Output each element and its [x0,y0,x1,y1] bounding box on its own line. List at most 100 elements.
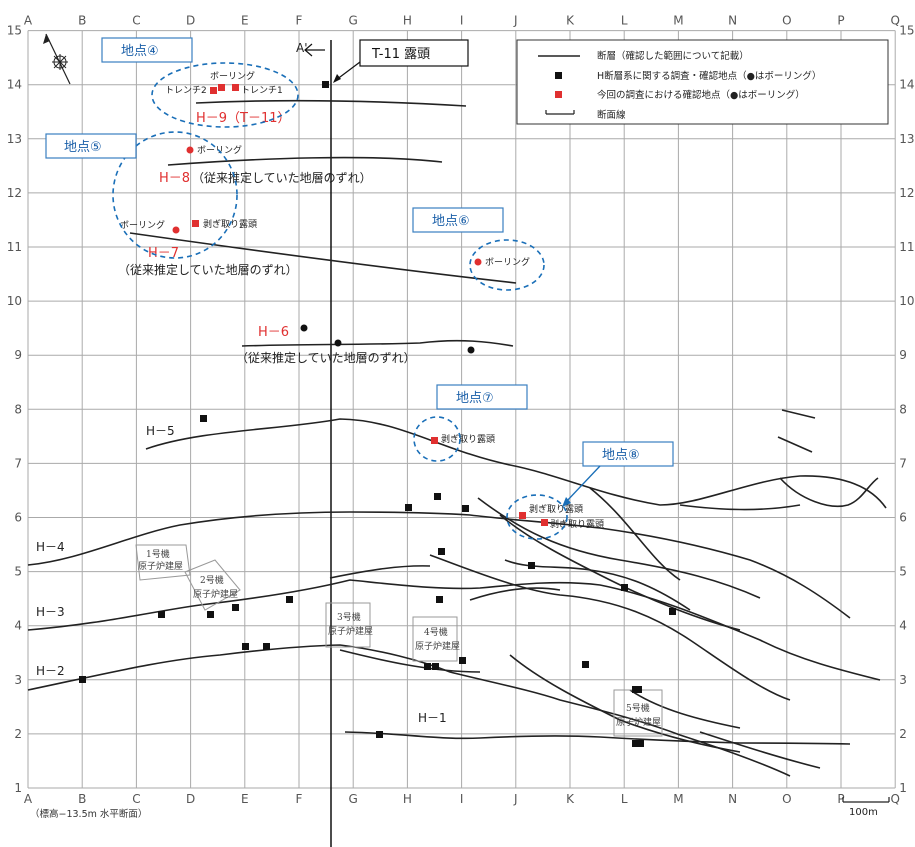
fault-h8-line [167,156,443,166]
row-label: 5 [899,565,907,579]
building-5-type: 原子炉建屋 [616,716,661,728]
column-label: E [241,14,249,28]
row-label: 15 [7,24,22,38]
north-arrow-icon [43,33,71,85]
black-point [436,596,443,603]
fault-h2-line [27,644,791,777]
column-labels-bottom: A B C D E F G H I J K L M N O P Q [24,792,900,806]
black-point [669,608,676,615]
black-point [424,663,431,670]
site-6-label: 地点⑥ [432,214,470,229]
legend-item-section-line: 断面線 [597,109,626,121]
fault-h5-label: H－5 [146,424,175,438]
scale-bar-label: 100m [849,807,878,818]
red-boring [172,226,180,234]
callout-t11-label: T-11 露頭 [371,47,430,62]
boring-label: ボーリング [485,256,530,268]
row-label: 9 [14,348,22,362]
boring-label: ボーリング [120,219,165,231]
fault-h5-line [145,418,887,509]
column-label: P [837,792,844,806]
building-2-outline [184,559,241,611]
row-label: 2 [14,727,22,741]
black-point [432,663,439,670]
black-point [286,596,293,603]
fault-h4-label: H－4 [36,540,65,554]
column-label: L [621,14,628,28]
column-label: Q [890,14,899,28]
column-label: C [132,14,140,28]
black-point [434,493,441,500]
black-point [200,415,207,422]
section-line-label: A' [296,41,308,55]
column-label: O [782,14,791,28]
red-point [210,87,217,94]
building-5-name: 5号機 [626,702,650,714]
building-4-outline [412,616,458,662]
black-point [376,731,383,738]
column-label: I [460,14,464,28]
row-label: 1 [899,781,907,795]
survey-points-red [172,84,548,526]
row-label: 3 [14,673,22,687]
row-label: 14 [7,78,22,92]
column-label: M [673,792,683,806]
red-point [541,519,548,526]
black-boring [334,339,342,347]
building-1-name: 1号機 [146,548,170,560]
black-point [242,643,249,650]
legend: 断層（確認した範囲について記載） H断層系に関する調査・確認地点（●はボーリング… [516,39,889,125]
row-label: 13 [899,132,914,146]
black-point [232,604,239,611]
column-label: K [566,14,575,28]
fault-h1-line [344,731,851,745]
black-boring [467,346,475,354]
row-label: 6 [14,511,22,525]
black-point [405,504,412,511]
fault-h4-branch-2 [589,487,681,581]
column-label: A [24,792,33,806]
fault-h2-branch-1 [339,649,481,673]
column-label: J [513,14,518,28]
trench2-label: トレンチ2 [165,85,207,96]
fault-h6-line [241,339,514,347]
column-label: E [241,792,249,806]
row-label: 11 [7,240,22,254]
site-4-ellipse [151,62,299,128]
fault-h2-branch-3 [629,689,741,729]
row-label: 11 [899,240,914,254]
black-point [632,686,642,693]
site-5-label: 地点⑤ [64,140,102,155]
building-2-name: 2号機 [200,574,224,586]
column-label: P [837,14,844,28]
black-point [158,611,165,618]
column-label: H [403,792,412,806]
section-line: A' [296,40,332,847]
red-point [431,437,438,444]
black-point [79,676,86,683]
building-4-type: 原子炉建屋 [415,640,460,652]
building-4-name: 4号機 [424,626,448,638]
row-label: 5 [14,565,22,579]
row-label: 15 [899,24,914,38]
fault-h8-label: H－8 [159,171,190,186]
fault-h1-label: H－1 [418,711,447,725]
row-label: 13 [7,132,22,146]
column-label: Q [890,792,899,806]
survey-points-black [79,81,676,747]
building-1-type: 原子炉建屋 [138,560,183,572]
scale-bar: 100m [842,797,890,818]
row-label: 3 [899,673,907,687]
row-label: 7 [14,456,22,470]
stripped-outcrop-label: 剥ぎ取り露頭 [441,433,495,445]
fault-h4-branch-3 [499,514,741,631]
fault-h2-branch-2 [509,654,741,753]
column-label: L [621,792,628,806]
column-label: I [460,792,464,806]
fault-h8-note: （従来推定していた地層のずれ） [192,170,372,185]
column-label: N [728,792,737,806]
building-labels: 1号機 原子炉建屋 2号機 原子炉建屋 3号機 原子炉建屋 4号機 原子炉建屋 … [138,548,661,728]
fault-lines [27,99,887,777]
site-7-ellipse [413,416,461,462]
